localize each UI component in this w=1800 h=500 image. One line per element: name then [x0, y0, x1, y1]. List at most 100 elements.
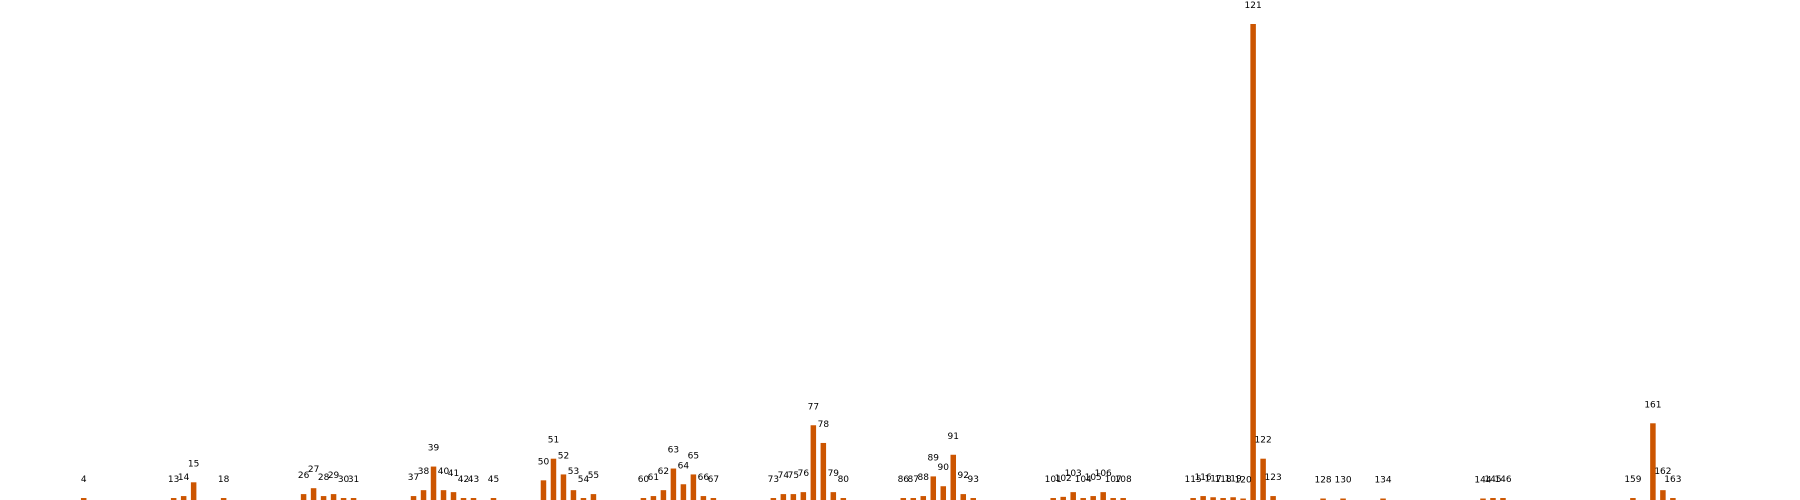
- bar-label-43: 43: [468, 475, 479, 485]
- bar-45: [490, 498, 497, 500]
- bar-88: [920, 496, 927, 500]
- bar-label-31: 31: [348, 475, 359, 485]
- bar-label-79: 79: [828, 469, 840, 479]
- bar-75: [790, 494, 797, 500]
- bar-label-161: 161: [1644, 400, 1661, 410]
- bar-label-67: 67: [708, 475, 719, 485]
- bar-43: [470, 498, 477, 500]
- bar-92: [960, 494, 967, 500]
- bar-label-45: 45: [488, 475, 499, 485]
- bar-91: [950, 454, 957, 500]
- bar-label-29: 29: [328, 471, 340, 481]
- bar-162: [1660, 490, 1666, 500]
- bar-label-106: 106: [1095, 469, 1112, 479]
- bar-134: [1380, 498, 1386, 500]
- bar-label-62: 62: [658, 467, 669, 477]
- bar-128: [1320, 498, 1326, 500]
- bar-label-42: 42: [458, 475, 469, 485]
- bar-86: [900, 498, 907, 500]
- bar-144: [1480, 498, 1486, 500]
- bar-161: [1650, 423, 1656, 500]
- bar-146: [1500, 498, 1506, 500]
- bar-label-118: 118: [1215, 475, 1232, 485]
- bar-label-101: 101: [1045, 475, 1062, 485]
- bar-label-122: 122: [1255, 436, 1272, 446]
- bar-80: [840, 498, 847, 500]
- bar-label-90: 90: [938, 463, 950, 473]
- bar-label-39: 39: [428, 444, 440, 454]
- bar-label-146: 146: [1494, 475, 1511, 485]
- bar-51: [550, 458, 557, 500]
- bar-label-119: 119: [1225, 474, 1242, 484]
- bar-label-102: 102: [1055, 474, 1072, 484]
- bar-label-52: 52: [558, 451, 569, 461]
- bar-label-41: 41: [448, 469, 459, 479]
- bar-label-18: 18: [218, 475, 230, 485]
- bar-53: [570, 490, 577, 500]
- bar-label-66: 66: [698, 473, 710, 483]
- bar-38: [420, 490, 427, 500]
- bar-label-27: 27: [308, 465, 319, 475]
- bar-label-74: 74: [778, 471, 790, 481]
- bar-18: [220, 498, 227, 500]
- bar-15: [190, 482, 197, 500]
- bar-13: [170, 498, 177, 500]
- bar-77: [810, 425, 817, 500]
- bar-label-87: 87: [908, 475, 919, 485]
- bar-label-78: 78: [818, 420, 830, 430]
- bar-31: [350, 498, 357, 500]
- bar-14: [180, 496, 187, 500]
- bar-40: [440, 490, 447, 500]
- bar-label-15: 15: [188, 459, 199, 469]
- bar-37: [410, 496, 417, 500]
- bar-label-91: 91: [948, 432, 959, 442]
- bar-55: [590, 494, 597, 500]
- bar-117: [1210, 497, 1216, 500]
- bar-label-50: 50: [538, 457, 550, 467]
- bar-label-80: 80: [838, 475, 850, 485]
- bars-group: [80, 24, 1676, 500]
- bar-label-53: 53: [568, 467, 579, 477]
- bar-101: [1050, 498, 1056, 500]
- bar-27: [310, 488, 317, 500]
- bar-label-105: 105: [1085, 473, 1102, 483]
- bar-79: [830, 492, 837, 500]
- bar-108: [1120, 498, 1126, 500]
- bar-label-86: 86: [898, 475, 910, 485]
- bar-label-130: 130: [1334, 476, 1351, 486]
- bar-label-51: 51: [548, 436, 559, 446]
- bar-119: [1230, 497, 1236, 500]
- bar-label-73: 73: [768, 475, 779, 485]
- bar-label-76: 76: [798, 469, 810, 479]
- bar-label-14: 14: [178, 473, 190, 483]
- bar-66: [700, 496, 707, 500]
- bar-label-38: 38: [418, 467, 430, 477]
- bar-label-120: 120: [1235, 476, 1252, 486]
- bar-26: [300, 494, 307, 500]
- bar-105: [1090, 496, 1096, 500]
- bar-163: [1670, 498, 1676, 500]
- bar-63: [670, 468, 677, 500]
- bar-42: [460, 498, 467, 500]
- bar-50: [540, 480, 547, 500]
- bar-73: [770, 498, 777, 500]
- bar-label-115: 115: [1185, 475, 1202, 485]
- bar-label-128: 128: [1314, 476, 1331, 486]
- bar-78: [820, 442, 827, 500]
- bar-label-107: 107: [1105, 475, 1122, 485]
- bar-label-134: 134: [1374, 476, 1391, 486]
- bar-28: [320, 496, 327, 500]
- bar-62: [660, 490, 667, 500]
- bar-130: [1340, 498, 1346, 500]
- bar-label-75: 75: [788, 471, 799, 481]
- bar-106: [1100, 492, 1106, 500]
- bar-54: [580, 498, 587, 500]
- bar-label-163: 163: [1664, 475, 1681, 485]
- bar-label-88: 88: [918, 473, 930, 483]
- bar-label-60: 60: [638, 475, 650, 485]
- bar-label-89: 89: [928, 453, 940, 463]
- bar-74: [780, 494, 787, 500]
- bar-label-104: 104: [1075, 475, 1092, 485]
- bar-93: [970, 498, 976, 500]
- bar-label-116: 116: [1195, 473, 1212, 483]
